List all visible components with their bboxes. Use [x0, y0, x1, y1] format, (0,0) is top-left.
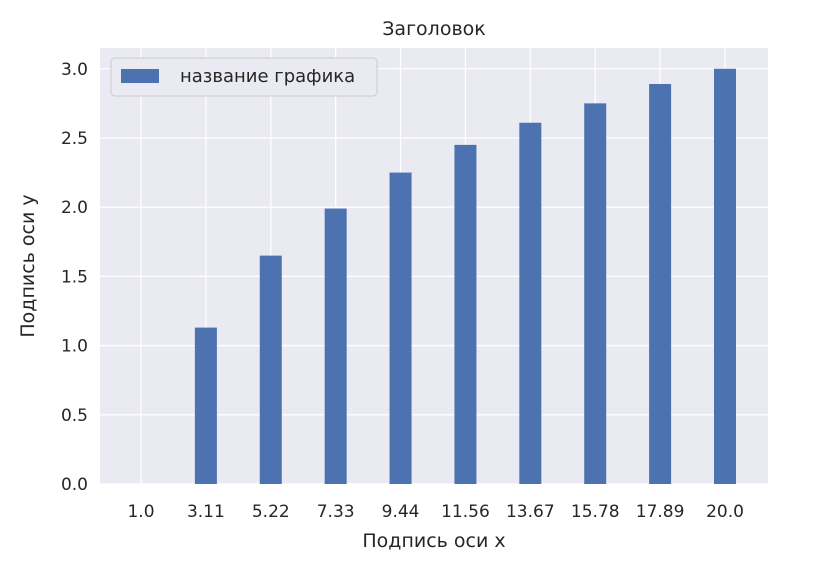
legend: название графика	[110, 57, 378, 97]
x-tick-label: 17.89	[636, 502, 685, 522]
legend-swatch	[121, 69, 159, 83]
x-tick-label: 3.11	[187, 502, 225, 522]
bar	[454, 144, 477, 484]
y-tick-label: 0.5	[61, 406, 88, 426]
y-tick-label: 1.0	[61, 337, 88, 357]
x-tick-label: 11.56	[441, 502, 490, 522]
y-tick-label: 2.5	[61, 129, 88, 149]
chart-title: Заголовок	[382, 18, 486, 40]
x-tick-label: 20.0	[706, 502, 744, 522]
bar	[389, 172, 412, 485]
y-tick-label: 1.5	[61, 267, 88, 287]
bar	[584, 103, 607, 484]
bar	[519, 122, 542, 484]
bar	[649, 83, 672, 484]
x-tick-label: 1.0	[127, 502, 154, 522]
x-tick-label: 9.44	[382, 502, 420, 522]
y-tick-label: 3.0	[61, 60, 88, 80]
y-tick-labels: 0.0 0.5 1.0 1.5 2.0 2.5 3.0	[61, 60, 88, 495]
x-tick-labels: 1.0 3.11 5.22 7.33 9.44 11.56 13.67 15.78 17.89 2…	[127, 502, 743, 522]
bar	[324, 208, 347, 485]
bar	[194, 327, 217, 484]
x-tick-label: 7.33	[317, 502, 355, 522]
legend-box	[110, 57, 378, 97]
y-axis-label: Подпись оси y	[17, 194, 39, 337]
legend-label: название графика	[180, 66, 355, 87]
bar	[259, 255, 282, 484]
x-axis-label: Подпись оси x	[362, 530, 505, 552]
bars	[194, 68, 736, 485]
x-tick-label: 15.78	[571, 502, 620, 522]
bar	[714, 68, 736, 484]
x-tick-label: 13.67	[506, 502, 555, 522]
y-tick-label: 0.0	[61, 475, 88, 495]
x-tick-label: 5.22	[252, 502, 290, 522]
y-tick-label: 2.0	[61, 198, 88, 218]
